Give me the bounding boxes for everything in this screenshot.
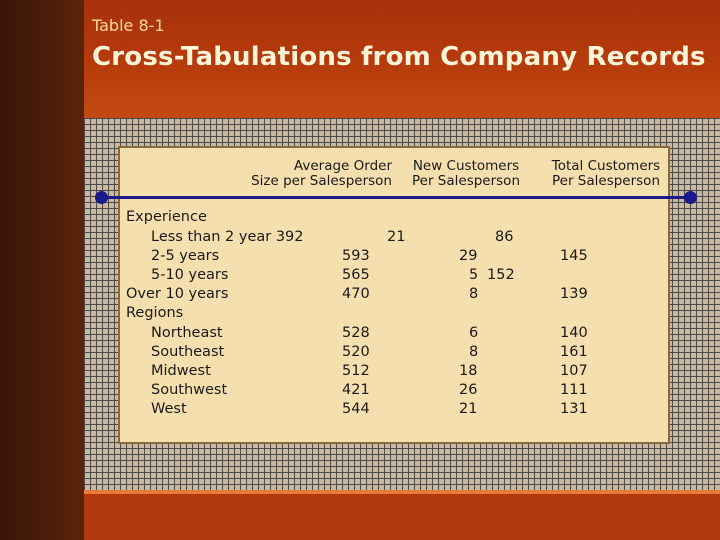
- header-rule: [100, 196, 690, 199]
- table-cell: 161: [560, 344, 588, 360]
- table-cell: 107: [560, 363, 588, 379]
- row-label: 5-10 years: [151, 267, 229, 283]
- table-cell: 21: [387, 229, 406, 245]
- group-label-experience: Experience: [126, 209, 207, 225]
- table-cell: 593: [342, 248, 370, 264]
- table-cell: 140: [560, 325, 588, 341]
- table-cell: 86: [495, 229, 514, 245]
- table-cell: 421: [342, 382, 370, 398]
- table-cell: 152: [487, 267, 515, 283]
- slide-header: [84, 0, 720, 118]
- row-label: Northeast: [151, 325, 223, 341]
- header-avg-order: Average Order Size per Salesperson: [251, 159, 392, 189]
- slide-title: Cross-Tabulations from Company Records: [92, 42, 706, 72]
- header-avg-order-line1: Average Order: [293, 158, 392, 174]
- header-total-customers: Total Customers Per Salesperson: [543, 159, 669, 189]
- header-new-customers: New Customers Per Salesperson: [408, 159, 524, 189]
- table-cell: 21: [459, 401, 478, 417]
- row-label: West: [151, 401, 187, 417]
- row-label: Midwest: [151, 363, 211, 379]
- table-cell: 520: [342, 344, 370, 360]
- table-cell: 139: [560, 286, 588, 302]
- table-cell: 29: [459, 248, 478, 264]
- table-cell: 131: [560, 401, 588, 417]
- group-label-regions: Regions: [126, 305, 184, 321]
- row-label: 2-5 years: [151, 248, 220, 264]
- table-panel: [118, 146, 670, 444]
- row-label: Less than 2 year 392: [151, 229, 304, 245]
- table-number: Table 8-1: [92, 16, 165, 35]
- header-total-customers-line2: Per Salesperson: [551, 173, 660, 189]
- table-cell: 6: [469, 325, 479, 341]
- header-avg-order-line2: Size per Salesperson: [251, 173, 392, 189]
- table-cell: 512: [342, 363, 370, 379]
- table-cell: 528: [342, 325, 370, 341]
- table-cell: 544: [342, 401, 370, 417]
- header-total-customers-line1: Total Customers: [551, 158, 661, 174]
- header-new-customers-line1: New Customers: [412, 158, 520, 174]
- footer-line: [84, 490, 720, 494]
- row-label: Over 10 years: [126, 286, 229, 302]
- table-cell: 111: [560, 382, 588, 398]
- rule-left-end: [95, 191, 108, 204]
- footer-band: [84, 494, 720, 540]
- row-label: Southeast: [151, 344, 225, 360]
- table-cell: 565: [342, 267, 370, 283]
- table-cell: 26: [459, 382, 478, 398]
- left-band: [0, 0, 84, 540]
- rule-right-end: [684, 191, 697, 204]
- row-label: Southwest: [151, 382, 228, 398]
- table-cell: 145: [560, 248, 588, 264]
- table-cell: 5: [469, 267, 479, 283]
- table-cell: 8: [469, 344, 479, 360]
- table-cell: 470: [342, 286, 370, 302]
- table-cell: 8: [469, 286, 479, 302]
- table-cell: 18: [459, 363, 478, 379]
- header-new-customers-line2: Per Salesperson: [411, 173, 520, 189]
